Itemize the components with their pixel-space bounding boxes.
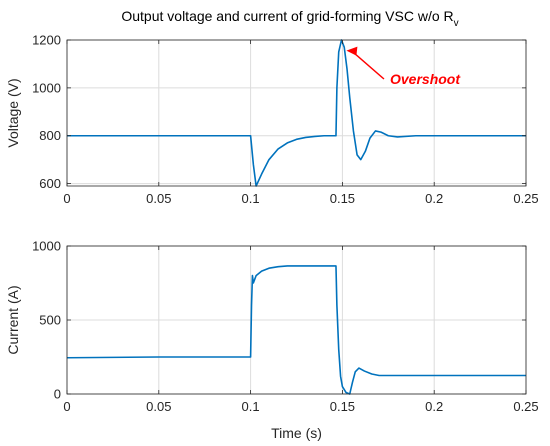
chart-title-main: Output voltage and current of grid-formi…: [121, 8, 453, 24]
x-tick-label-2: 0.1: [242, 191, 260, 206]
x-tick-label-4: 0.2: [425, 399, 443, 414]
y-tick-label-2: 1000: [32, 80, 61, 95]
y-axis-label: Current (A): [5, 285, 21, 354]
annotation-label: Overshoot: [390, 71, 461, 87]
chart-title-subscript: v: [454, 18, 459, 29]
x-axis-label: Time (s): [271, 425, 322, 441]
y-axis-label: Voltage (V): [5, 78, 21, 147]
y-tick-label-2: 1000: [32, 239, 61, 254]
x-tick-label-1: 0.05: [146, 191, 171, 206]
x-tick-label-3: 0.15: [330, 399, 355, 414]
x-tick-label-5: 0.25: [513, 191, 538, 206]
x-tick-label-4: 0.2: [425, 191, 443, 206]
x-tick-label-3: 0.15: [330, 191, 355, 206]
y-tick-label-1: 800: [39, 128, 61, 143]
axes-box: [66, 39, 527, 187]
x-tick-label-0: 0: [63, 399, 70, 414]
annotation-arrow-head: [346, 46, 358, 56]
x-tick-label-1: 0.05: [146, 399, 171, 414]
y-tick-label-3: 1200: [32, 33, 61, 48]
chart-title: Output voltage and current of grid-formi…: [121, 8, 458, 29]
y-tick-label-0: 0: [54, 387, 61, 402]
current-panel: 0 0.05 0.1 0.15 0.2 0.25 0 500 1000 Current (A) Ti…: [5, 239, 539, 442]
x-tick-label-0: 0: [63, 191, 70, 206]
voltage-panel: 0 0.05 0.1 0.15 0.2 0.25 600 800 1000 1200 Voltage…: [5, 33, 539, 207]
x-tick-label-2: 0.1: [242, 399, 260, 414]
y-tick-label-1: 500: [39, 313, 61, 328]
y-tick-label-0: 600: [39, 176, 61, 191]
annotation-arrow-shaft: [351, 51, 385, 80]
series-line: [67, 39, 526, 187]
x-tick-label-5: 0.25: [513, 399, 538, 414]
series-line: [66, 265, 526, 395]
